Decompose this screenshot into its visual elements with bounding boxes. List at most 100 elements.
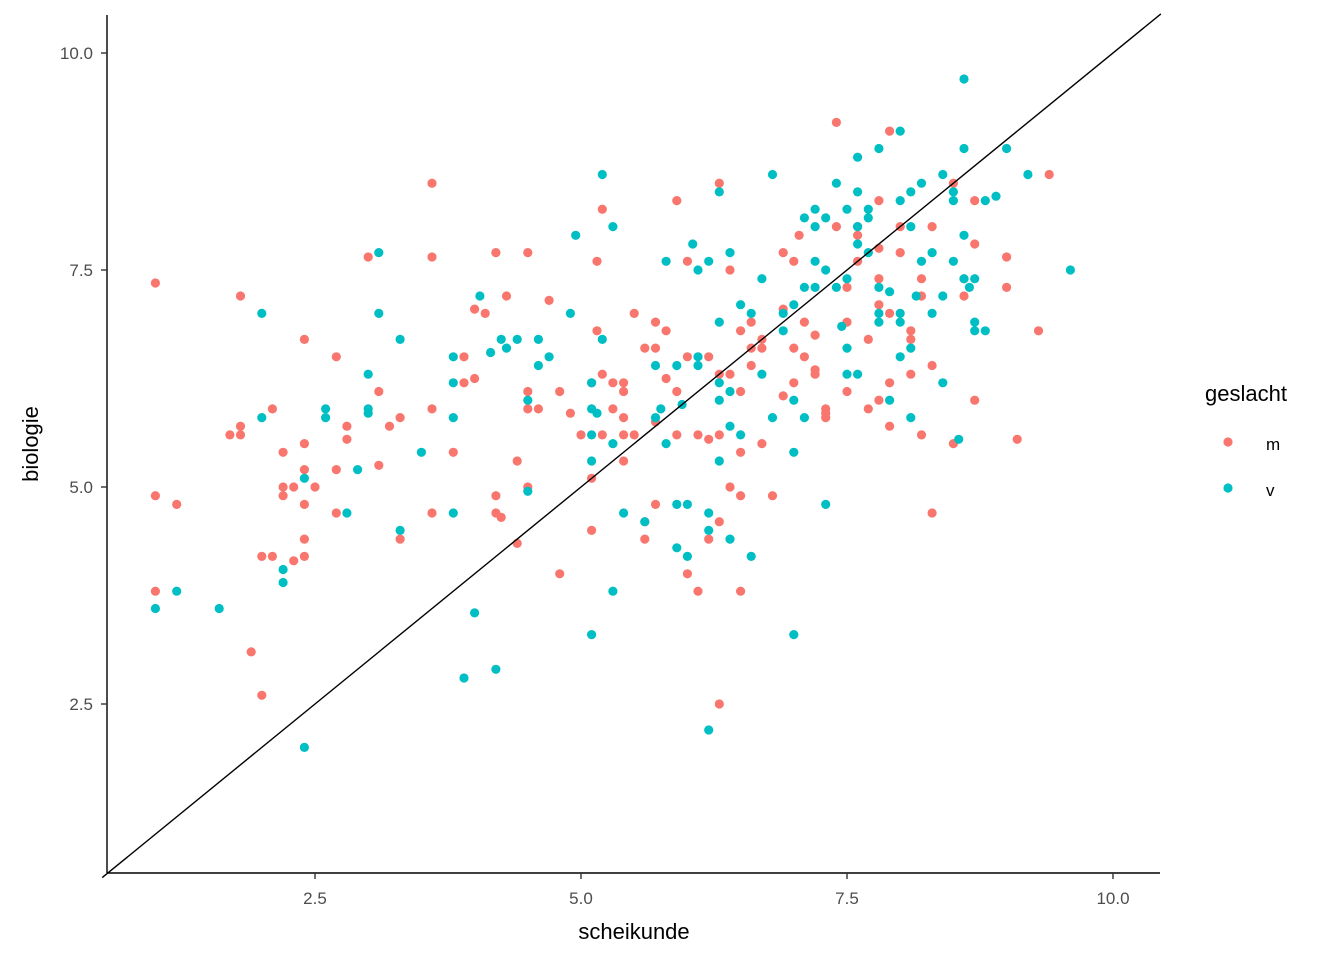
data-point [592,256,602,266]
data-point [459,352,469,362]
data-point [427,508,437,518]
data-point [757,369,767,379]
data-point [927,308,937,318]
data-point [278,447,288,457]
data-point [501,343,512,353]
data-point [682,569,693,579]
data-point [321,404,331,414]
data-point [916,178,927,188]
data-point [874,274,884,284]
data-point [267,551,277,562]
data-point [1002,282,1012,292]
data-point [619,430,629,440]
data-point [895,317,905,327]
data-point [1065,265,1075,275]
data-point [736,300,746,310]
data-point [789,630,799,640]
data-point [278,564,288,575]
data-point [725,386,735,397]
data-point [448,352,458,362]
data-point [650,413,661,423]
data-point [853,230,863,240]
data-point [916,430,927,440]
data-point [736,386,746,397]
data-point [571,230,581,240]
data-point [736,326,746,336]
data-point [565,308,576,318]
data-point [299,742,309,753]
data-point [767,169,778,180]
data-point [959,74,969,84]
data-point [374,308,384,318]
data-point [714,317,724,327]
data-point [895,308,905,318]
data-points [150,74,1075,753]
data-point [172,499,182,509]
data-point [778,308,788,318]
data-point [496,512,506,523]
data-point [299,499,309,509]
data-point [1044,169,1054,180]
data-point [704,525,714,536]
data-point [714,378,724,388]
data-point [714,395,724,405]
data-point [714,187,724,197]
data-point [980,326,990,336]
data-point [597,430,607,440]
data-point [831,222,842,232]
data-point [1002,143,1012,154]
data-point [470,608,480,618]
data-point [619,508,629,518]
data-point [278,577,288,588]
data-point [810,330,820,340]
data-point [874,317,884,327]
data-point [874,143,884,154]
data-point [416,447,426,457]
data-point [592,326,602,336]
data-point [789,395,799,405]
data-point [831,178,842,188]
data-point [970,317,980,327]
data-point [246,647,256,657]
data-point [491,248,501,258]
data-point [693,352,703,362]
data-point [619,386,629,397]
data-point [810,222,820,232]
data-point [736,430,746,440]
data-point [384,421,395,431]
data-point [725,482,735,492]
data-point [587,378,597,388]
data-point [853,222,863,232]
data-point [863,204,873,214]
data-point [810,282,820,292]
data-point [810,204,820,214]
series-m [150,117,1054,709]
data-point [725,534,735,544]
data-point [853,187,863,197]
data-point [682,256,693,266]
series-v [150,74,1075,753]
data-point [1033,326,1044,336]
data-point [916,256,927,266]
data-point [267,404,277,414]
data-point [778,248,788,258]
data-point [885,287,895,297]
data-point [954,434,964,444]
data-point [661,439,671,449]
data-point [874,300,884,310]
data-point [299,439,309,449]
data-point [853,152,863,162]
data-point [938,378,948,388]
data-point [794,230,804,240]
data-point [789,343,799,353]
data-point [757,343,767,353]
data-point [587,456,597,466]
data-point [842,274,852,284]
data-point [235,291,246,301]
data-point [672,360,682,371]
data-point [214,603,224,614]
data-point [959,274,969,284]
data-point [650,499,661,509]
data-point [821,213,831,223]
